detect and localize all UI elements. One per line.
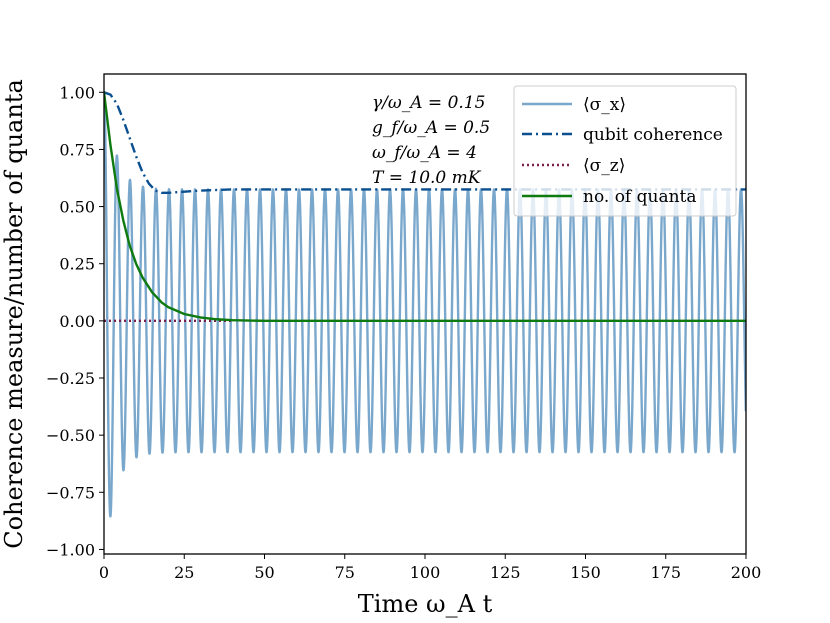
y-tick-label: 1.00 [59, 83, 95, 102]
x-tick-label: 150 [570, 563, 601, 582]
y-tick-label: 0.00 [59, 312, 95, 331]
series-qubit-coherence-line [104, 91, 746, 195]
legend-box [513, 85, 737, 217]
x-axis-title: Time ω_A t [358, 590, 493, 618]
y-tick-label: 0.50 [59, 198, 95, 217]
y-tick-label: −1.00 [46, 540, 95, 559]
x-tick-label: 100 [410, 563, 441, 582]
x-tick-label: 25 [174, 563, 194, 582]
x-tick-label: 50 [254, 563, 274, 582]
y-tick-label: 0.75 [59, 140, 95, 159]
legend-label-sigma-z: ⟨σ_z⟩ [583, 156, 625, 176]
y-axis-title: Coherence measure/number of quanta [0, 79, 28, 549]
x-tick-label: 175 [650, 563, 681, 582]
y-tick-label: −0.50 [46, 426, 95, 445]
annotation-temperature: T = 10.0 mK [372, 168, 482, 188]
series-sigma-x-line [104, 91, 746, 518]
y-tick-label: 0.25 [59, 255, 95, 274]
annotation-coupling: g_f/ω_A = 0.5 [372, 118, 490, 138]
legend: ⟨σ_x⟩ qubit coherence ⟨σ_z⟩ no. of quant… [513, 85, 737, 217]
annotation-gamma: γ/ω_A = 0.15 [372, 93, 485, 113]
annotation-frequency: ω_f/ω_A = 4 [372, 143, 477, 163]
y-tick-label: −0.75 [46, 483, 95, 502]
legend-label-no-of-quanta: no. of quanta [583, 187, 697, 207]
x-tick-label: 75 [335, 563, 355, 582]
x-tick-label: 200 [731, 563, 762, 582]
legend-label-qubit-coherence: qubit coherence [583, 125, 723, 145]
x-tick-label: 125 [490, 563, 521, 582]
legend-label-sigma-x: ⟨σ_x⟩ [583, 95, 626, 115]
x-tick-label: 0 [99, 563, 109, 582]
series-no-of-quanta-line [104, 92, 746, 323]
y-tick-label: −0.25 [46, 369, 95, 388]
